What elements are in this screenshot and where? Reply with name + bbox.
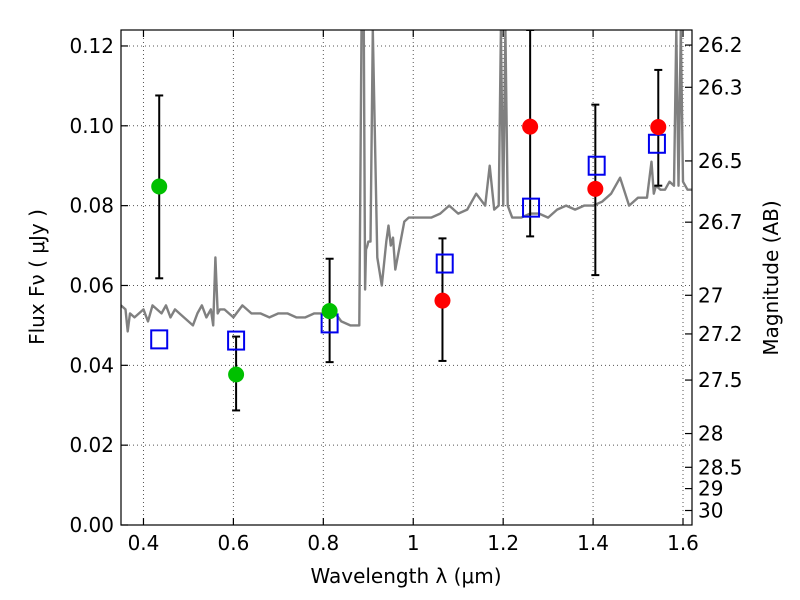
template-spectrum (121, 30, 692, 333)
model-square-point (150, 329, 169, 350)
x-axis-label: Wavelength λ (μm) (310, 564, 501, 588)
observed-point (587, 180, 604, 197)
mag-tick-label: 27 (698, 283, 723, 307)
x-tick-label: 1 (407, 531, 420, 555)
x-tick-label: 1.2 (487, 531, 519, 555)
right-axis-label: Magnitude (AB) (759, 200, 783, 355)
model-square-point (522, 197, 541, 218)
spectrum-line (121, 30, 692, 333)
x-tick-label: 1.4 (577, 531, 609, 555)
observed-point (650, 119, 667, 136)
mag-tick-label: 26.3 (698, 75, 743, 99)
y-tick-label: 0.04 (69, 353, 114, 377)
mag-tick-label: 28 (698, 422, 723, 446)
mag-tick-label: 28.5 (698, 455, 743, 479)
model-square-point (435, 253, 454, 274)
mag-tick-label: 27.5 (698, 368, 743, 392)
model-square-point (647, 133, 666, 154)
y-tick-label: 0.10 (69, 114, 114, 138)
model-square-point (587, 155, 606, 176)
mag-tick-label: 26.5 (698, 149, 743, 173)
y-tick-label: 0.00 (69, 513, 114, 537)
y-tick-label: 0.06 (69, 273, 114, 297)
mag-tick-label: 26.2 (698, 33, 743, 57)
error-bars (155, 30, 663, 412)
observed-point (522, 118, 539, 135)
observed-point (434, 292, 451, 309)
x-tick-label: 0.8 (307, 531, 339, 555)
mag-tick-label: 30 (698, 499, 723, 523)
mag-tick-label: 26.7 (698, 210, 743, 234)
y-tick-label: 0.08 (69, 194, 114, 218)
observed-point (321, 303, 338, 320)
data-markers (150, 118, 667, 383)
mag-tick-label: 29 (698, 477, 723, 501)
x-tick-label: 0.4 (128, 531, 160, 555)
grid (121, 30, 692, 526)
mag-tick-label: 27.2 (698, 322, 743, 346)
model-square-point (227, 330, 246, 351)
y-axis-label: Flux Fν ( μJy ) (25, 209, 49, 345)
x-tick-label: 0.6 (217, 531, 249, 555)
observed-point (228, 366, 245, 383)
x-tick-label: 1.6 (667, 531, 699, 555)
y-tick-label: 0.12 (69, 34, 114, 58)
y-tick-label: 0.02 (69, 433, 114, 457)
axis-ticks: 0.4 0.6 0.8 1 1.2 1.4 1.6 0.00 0.02 0.04 0.06 0.08 0… (69, 30, 743, 555)
plot-frame (120, 29, 693, 526)
observed-point (151, 178, 168, 195)
